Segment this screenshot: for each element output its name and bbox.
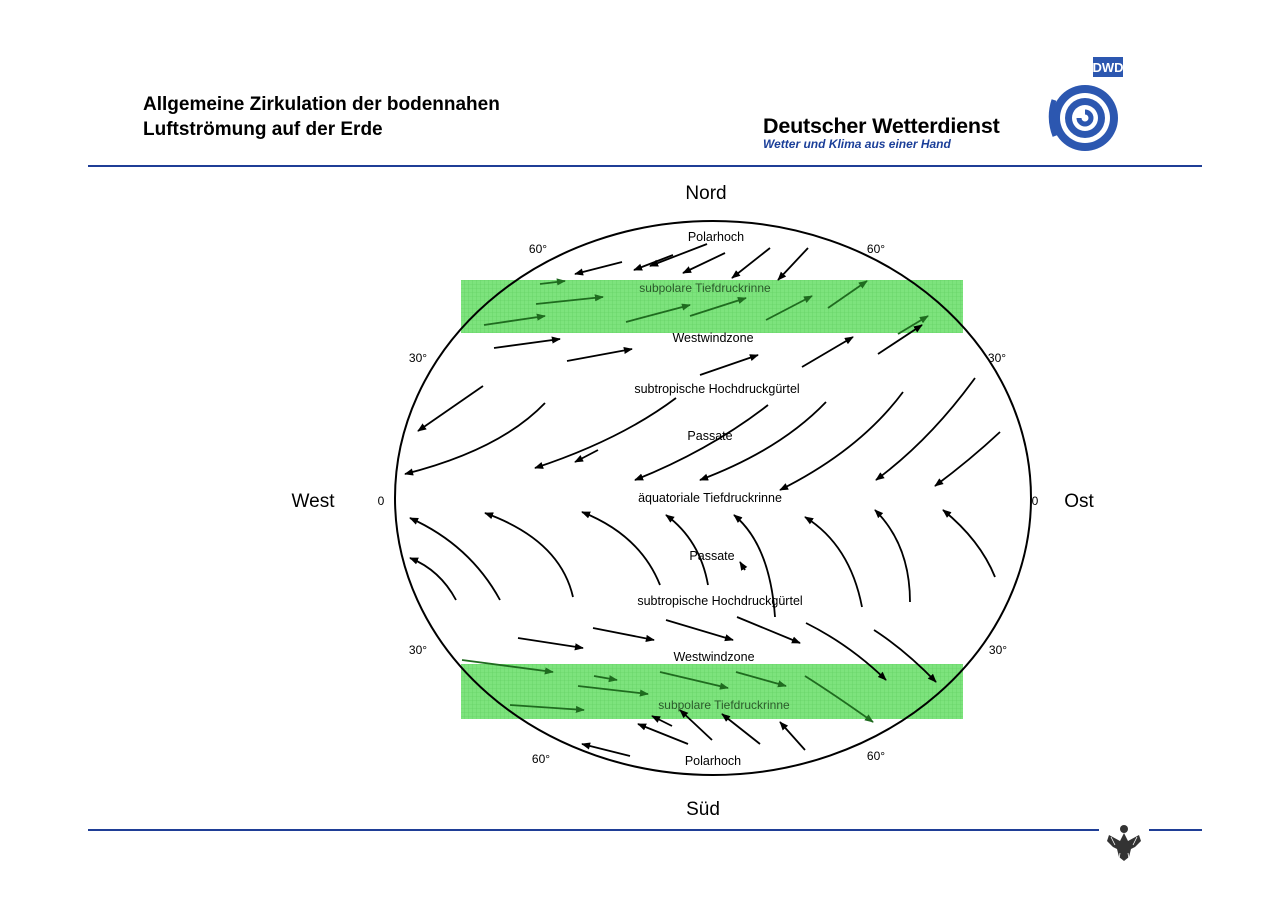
label-south: Süd: [686, 799, 720, 820]
arrow-trade-n-1: [417, 385, 484, 432]
arrow-band-s-5: [735, 671, 787, 688]
arrow-band-s-3: [509, 704, 585, 714]
brand-name: Deutscher Wetterdienst: [763, 114, 1000, 138]
arrow-polar-n-1: [574, 261, 623, 276]
arrow-west-n-5: [877, 324, 923, 355]
label-north: Nord: [685, 183, 726, 204]
arrow-polar-n-4: [731, 247, 771, 279]
arrow-west-s-6: [873, 629, 937, 683]
arrow-band-s-6: [804, 675, 874, 723]
arrow-trade-s-7: [804, 516, 863, 608]
arrow-trade-s-9: [942, 509, 996, 578]
arrow-polar-n-6: [649, 243, 708, 267]
zone-westerlies-north: Westwindzone: [672, 331, 753, 345]
zone-subtropical-high-north: subtropische Hochdruckgürtel: [634, 382, 799, 396]
title-line-1: Allgemeine Zirkulation der bodennahen: [143, 94, 500, 115]
lat-30-ne: 30°: [988, 351, 1006, 365]
arrow-polar-s-6: [651, 715, 673, 727]
arrow-trade-s-8: [874, 509, 911, 603]
arrow-polar-s-3: [679, 709, 713, 741]
arrow-trade-n-5: [699, 401, 827, 481]
arrow-polar-s-4: [721, 713, 761, 745]
arrow-trade-n-7: [875, 377, 976, 481]
slide-title: Allgemeine Zirkulation der bodennahen Lu…: [143, 92, 500, 142]
zone-subpolar-low-north: subpolare Tiefdruckrinne: [639, 281, 771, 295]
brand-block: Deutscher Wetterdienst Wetter und Klima …: [763, 114, 1000, 151]
zone-trades-south: Passate: [689, 549, 734, 563]
brand-tagline: Wetter und Klima aus einer Hand: [763, 137, 951, 151]
arrow-polar-s-1: [581, 742, 631, 757]
federal-eagle-icon: [1099, 815, 1149, 865]
arrow-west-s-3: [665, 619, 734, 642]
arrow-band-n-5: [765, 295, 813, 321]
arrow-trade-n-4: [634, 404, 769, 481]
arrow-band-s-2: [577, 685, 649, 697]
arrow-west-s-2: [592, 627, 655, 642]
dwd-logo-icon: DWD: [1048, 57, 1124, 151]
arrow-band-n-6: [827, 280, 868, 309]
label-east: Ost: [1064, 491, 1094, 512]
header-divider: [88, 165, 1202, 167]
lat-60-nw: 60°: [529, 242, 547, 256]
arrow-trade-n-9: [574, 449, 599, 463]
subpolar-band-north: [461, 280, 963, 333]
lat-0-east: 0: [1032, 494, 1039, 508]
arrow-trade-s-6: [733, 514, 776, 618]
lat-30-sw: 30°: [409, 643, 427, 657]
arrow-west-n-4: [801, 336, 854, 368]
arrow-west-n-2: [566, 346, 633, 362]
arrow-band-s-1: [461, 659, 554, 675]
arrow-band-n-2: [483, 313, 546, 326]
zone-subpolar-low-south: subpolare Tiefdruckrinne: [658, 698, 790, 712]
arrow-band-s-4: [659, 671, 729, 690]
arrow-trade-n-3: [534, 397, 677, 469]
arrow-trade-n-2: [404, 402, 546, 476]
arrow-band-n-1: [535, 294, 604, 305]
arrow-west-s-5: [805, 622, 887, 681]
arrow-trade-s-5: [665, 514, 709, 586]
footer-divider: [88, 829, 1202, 831]
lat-60-ne: 60°: [867, 242, 885, 256]
title-line-2: Luftströmung auf der Erde: [143, 119, 383, 140]
zone-equatorial-low: äquatoriale Tiefdruckrinne: [638, 491, 782, 505]
zone-trades-north: Passate: [687, 429, 732, 443]
arrow-band-n-8: [897, 315, 929, 335]
label-west: West: [292, 491, 336, 512]
arrow-trade-s-2: [409, 557, 457, 601]
arrow-polar-n-2: [633, 254, 674, 271]
earth-outline: [394, 220, 1032, 776]
arrow-band-n-4: [689, 297, 747, 317]
arrow-trade-n-6: [779, 391, 904, 491]
logo-text: DWD: [1092, 60, 1123, 75]
lat-30-nw: 30°: [409, 351, 427, 365]
zone-polar-high-south: Polarhoch: [685, 754, 741, 768]
lat-60-se: 60°: [867, 749, 885, 763]
zone-polar-high-north: Polarhoch: [688, 230, 744, 244]
zone-westerlies-south: Westwindzone: [673, 650, 754, 664]
lat-0-west: 0: [378, 494, 385, 508]
wind-arrows: [404, 243, 1001, 757]
arrow-west-s-1: [517, 637, 584, 651]
arrow-polar-s-2: [637, 723, 689, 745]
arrow-west-n-3: [699, 354, 759, 376]
arrow-polar-n-3: [682, 252, 726, 274]
arrow-trade-s-3: [484, 512, 574, 598]
arrow-trade-s-10: [739, 561, 748, 571]
arrow-band-s-7: [593, 675, 618, 683]
arrow-west-n-1: [493, 336, 561, 349]
zone-subtropical-high-south: subtropische Hochdruckgürtel: [637, 594, 802, 608]
arrow-band-n-7: [539, 278, 566, 286]
arrow-trade-n-8: [934, 431, 1001, 487]
arrow-polar-s-5: [779, 721, 806, 751]
arrow-trade-s-4: [581, 511, 661, 586]
lat-30-se: 30°: [989, 643, 1007, 657]
arrow-west-s-4: [736, 616, 801, 644]
arrow-polar-n-5: [777, 247, 809, 281]
arrow-band-n-3: [625, 303, 691, 323]
arrow-trade-s-1: [409, 517, 501, 601]
lat-60-sw: 60°: [532, 752, 550, 766]
